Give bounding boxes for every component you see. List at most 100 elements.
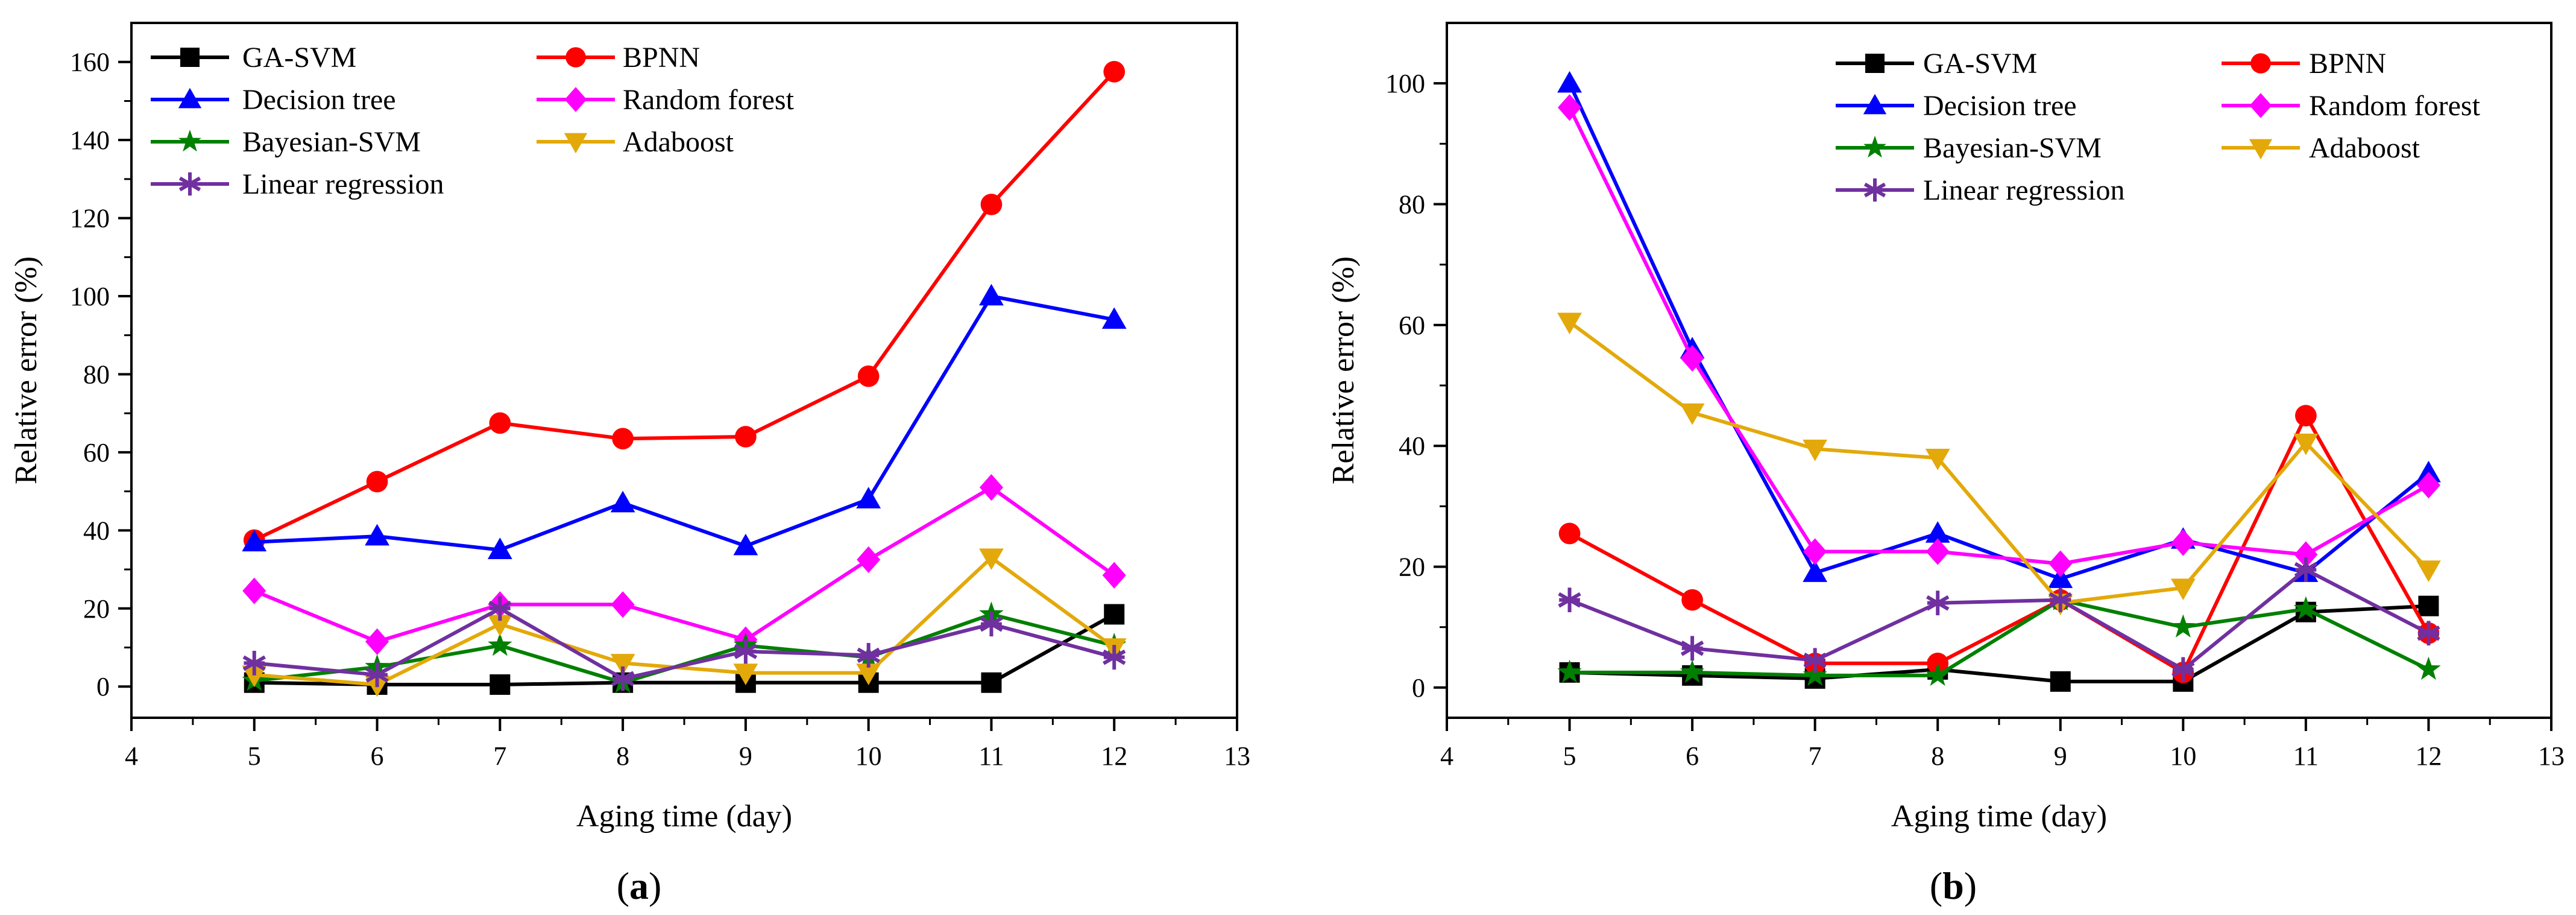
legend-label: Bayesian-SVM xyxy=(1923,132,2102,164)
data-point xyxy=(735,426,757,448)
y-axis-label: Relative error (%) xyxy=(9,256,43,484)
y-tick-label: 60 xyxy=(1399,311,1425,340)
series-bayesian-svm xyxy=(1557,587,2441,686)
data-point xyxy=(2171,657,2195,682)
y-tick-label: 140 xyxy=(70,125,110,155)
data-point xyxy=(2294,541,2318,568)
data-point xyxy=(242,577,266,604)
data-point xyxy=(1681,589,1703,611)
x-tick-label: 10 xyxy=(2170,741,2196,771)
data-point xyxy=(2418,595,2439,616)
y-tick-label: 40 xyxy=(83,516,110,545)
data-point xyxy=(2293,433,2319,455)
data-point xyxy=(612,428,634,450)
data-point xyxy=(2416,472,2440,499)
x-tick-label: 11 xyxy=(2293,741,2319,771)
data-point xyxy=(1680,659,1705,683)
data-point xyxy=(365,662,389,688)
legend-label: Bayesian-SVM xyxy=(242,126,421,158)
data-point xyxy=(979,283,1004,306)
data-point xyxy=(1803,662,1827,686)
data-point xyxy=(1558,94,1582,121)
y-tick-label: 0 xyxy=(96,672,110,701)
data-point xyxy=(857,365,880,387)
series-line xyxy=(1569,598,2430,677)
legend-marker xyxy=(1863,93,1887,115)
data-point xyxy=(1558,587,1581,613)
data-point xyxy=(1926,538,1950,565)
data-point xyxy=(1104,604,1125,625)
legend-marker xyxy=(2249,139,2273,160)
y-tick-label: 160 xyxy=(70,48,110,77)
x-tick-label: 8 xyxy=(616,741,629,771)
y-tick-label: 100 xyxy=(1385,69,1425,98)
data-point xyxy=(1925,521,1950,543)
series-linear-regression xyxy=(1558,557,2440,682)
series-line xyxy=(1569,568,2430,671)
legend-entry: Decision tree xyxy=(151,84,396,116)
x-tick-label: 11 xyxy=(978,741,1004,771)
legend-marker xyxy=(1863,178,1886,202)
data-point xyxy=(242,665,267,688)
data-point xyxy=(2293,596,2319,619)
data-point xyxy=(981,672,1002,693)
series-line xyxy=(254,556,1115,686)
legend-entry: GA-SVM xyxy=(1836,48,2037,80)
legend-marker xyxy=(1865,54,1885,73)
legend-label: BPNN xyxy=(2309,48,2386,80)
data-point xyxy=(1557,71,1582,93)
legend-entry: Random forest xyxy=(2222,90,2481,122)
legend-label: Linear regression xyxy=(242,168,444,200)
legend-entry: Random forest xyxy=(537,84,795,116)
x-axis-label: Aging time (day) xyxy=(576,799,792,834)
x-tick-label: 5 xyxy=(1563,741,1576,771)
x-tick-label: 12 xyxy=(2415,741,2442,771)
data-point xyxy=(487,615,512,637)
data-point xyxy=(2048,566,2073,588)
data-point xyxy=(734,639,758,664)
legend-entry: GA-SVM xyxy=(151,42,356,74)
legend-label: Random forest xyxy=(2309,90,2481,122)
legend-label: Adaboost xyxy=(623,126,734,158)
data-point xyxy=(1680,403,1705,425)
x-axis-label: Aging time (day) xyxy=(1891,799,2107,834)
data-point xyxy=(1680,636,1704,661)
x-tick-label: 7 xyxy=(493,741,506,771)
data-point xyxy=(2416,656,2441,680)
data-point xyxy=(488,596,512,621)
y-tick-label: 20 xyxy=(1399,552,1425,582)
data-point xyxy=(980,612,1003,637)
data-point xyxy=(2171,529,2195,556)
data-point xyxy=(1557,659,1582,683)
legend-marker xyxy=(1863,136,1886,158)
legend-entry: Adaboost xyxy=(537,126,734,158)
legend-entry: Bayesian-SVM xyxy=(1836,132,2102,164)
legend-marker xyxy=(178,130,201,152)
x-tick-label: 9 xyxy=(739,741,752,771)
x-tick-label: 8 xyxy=(1931,741,1944,771)
data-point xyxy=(2171,614,2196,638)
legend: GA-SVM BPNN Decision tree Random forest Baye… xyxy=(1836,48,2481,206)
data-point xyxy=(1926,590,1950,616)
data-point xyxy=(2050,671,2071,692)
legend-label: Linear regression xyxy=(1923,174,2125,206)
legend-entry: Linear regression xyxy=(1836,174,2125,206)
x-tick-label: 7 xyxy=(1809,741,1822,771)
legend-marker xyxy=(565,47,586,68)
series-adaboost xyxy=(1557,312,2441,616)
x-tick-label: 12 xyxy=(1101,741,1127,771)
data-point xyxy=(1103,61,1126,83)
y-tick-label: 20 xyxy=(83,594,110,624)
series-line xyxy=(254,612,1115,686)
data-point xyxy=(611,666,635,691)
data-point xyxy=(611,591,635,618)
data-point xyxy=(487,537,512,560)
legend-entry: Decision tree xyxy=(1836,90,2077,122)
data-point xyxy=(979,548,1004,571)
legend-marker xyxy=(180,48,200,67)
series-line xyxy=(253,70,1116,542)
data-point xyxy=(2049,550,2073,577)
series-adaboost xyxy=(242,548,1127,697)
data-point xyxy=(979,474,1003,501)
